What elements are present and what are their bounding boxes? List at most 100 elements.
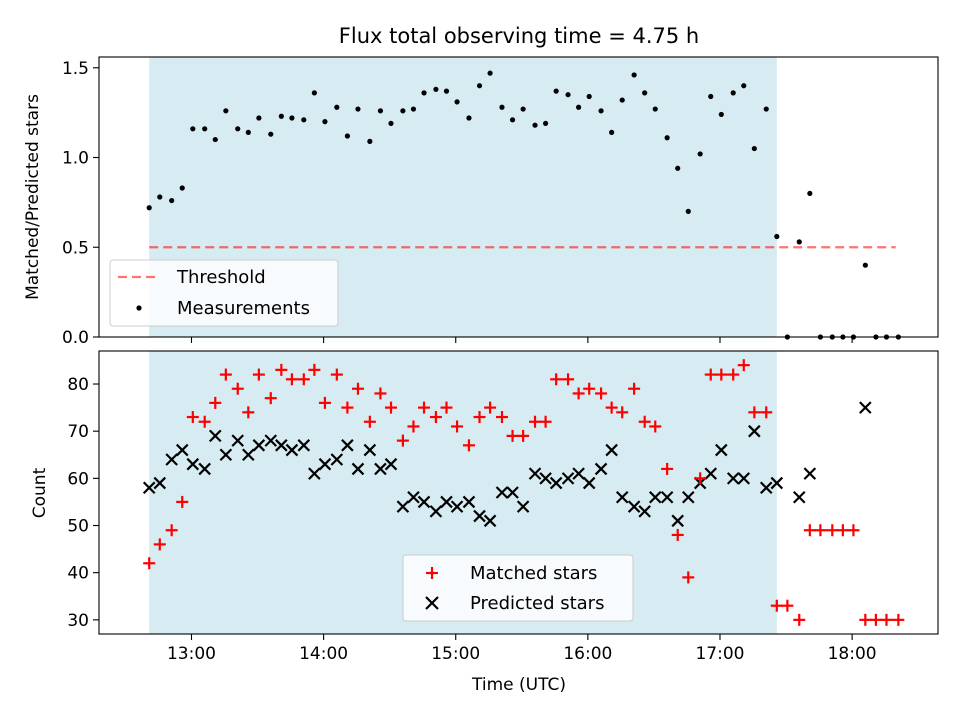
matched-point xyxy=(628,382,641,395)
measurement-point xyxy=(499,104,505,110)
matched-point xyxy=(198,415,211,428)
measurement-point xyxy=(642,90,648,96)
bottom-y-tick-label: 80 xyxy=(67,375,89,395)
measurement-point xyxy=(664,135,670,141)
matched-point xyxy=(694,472,707,485)
figure-title: Flux total observing time = 4.75 h xyxy=(339,24,699,48)
measurement-point xyxy=(565,92,571,98)
x-tick-label: 17:00 xyxy=(695,644,744,664)
measurement-point xyxy=(598,108,604,114)
measurement-point xyxy=(334,104,340,110)
measurement-point xyxy=(388,120,394,127)
matched-point xyxy=(529,415,542,428)
matched-point xyxy=(308,363,321,376)
measurement-point xyxy=(774,233,780,240)
predicted-point xyxy=(615,490,629,504)
predicted-point xyxy=(208,429,222,443)
predicted-point xyxy=(528,467,542,480)
measurement-point xyxy=(146,205,152,211)
matched-point xyxy=(727,368,740,381)
measurement-point xyxy=(796,239,802,245)
matched-point xyxy=(649,420,662,433)
top-y-tick-label: 0.0 xyxy=(62,328,89,348)
matched-point xyxy=(318,396,331,409)
predicted-point xyxy=(671,514,684,528)
matched-point xyxy=(484,401,497,414)
predicted-point xyxy=(252,439,266,452)
measurement-point xyxy=(256,115,262,121)
bottom-y-tick-label: 70 xyxy=(67,422,89,442)
legend-matched-swatch xyxy=(426,567,438,579)
predicted-point xyxy=(396,500,410,513)
measurement-point xyxy=(631,72,637,78)
top-axes-frame xyxy=(98,56,939,338)
predicted-point xyxy=(462,495,476,509)
measurement-point xyxy=(202,126,208,132)
legend-predicted-label: Predicted stars xyxy=(470,593,604,614)
measurement-point xyxy=(576,104,582,110)
measurement-point xyxy=(586,93,592,100)
matched-point xyxy=(704,368,717,381)
matched-point xyxy=(836,524,849,537)
predicted-point xyxy=(242,448,255,462)
predicted-point xyxy=(264,434,278,447)
measurement-point xyxy=(807,190,813,197)
predicted-point xyxy=(351,462,365,476)
predicted-point xyxy=(704,467,718,480)
x-tick-label: 18:00 xyxy=(828,644,877,664)
measurement-point xyxy=(245,129,251,135)
top-y-tick-label: 1.5 xyxy=(62,59,89,79)
matched-point xyxy=(859,613,872,626)
matched-point xyxy=(396,434,409,447)
measurement-point xyxy=(169,197,175,204)
predicted-point xyxy=(219,448,233,462)
measurement-point xyxy=(751,145,757,152)
matched-point xyxy=(506,429,519,442)
matched-point xyxy=(892,613,905,626)
matched-point xyxy=(803,524,816,537)
measurement-point xyxy=(367,138,373,144)
predicted-point xyxy=(715,443,728,457)
legend-threshold-label: Threshold xyxy=(176,267,266,288)
measurement-point xyxy=(212,136,218,143)
matched-point xyxy=(165,524,178,537)
predicted-point xyxy=(297,439,311,452)
predicted-point xyxy=(440,495,453,509)
matched-point xyxy=(880,613,893,626)
predicted-point xyxy=(142,481,156,495)
matched-point xyxy=(363,415,376,428)
top-y-tick-label: 1.0 xyxy=(62,149,89,169)
measurement-point xyxy=(553,88,559,94)
matched-point xyxy=(550,373,563,386)
matched-point xyxy=(176,495,189,508)
matched-point xyxy=(153,538,166,551)
matched-point xyxy=(562,373,575,386)
predicted-point xyxy=(384,457,398,471)
matched-point xyxy=(462,439,475,452)
matched-point xyxy=(682,571,695,584)
measurement-point xyxy=(685,208,691,214)
predicted-point xyxy=(318,457,332,471)
top-y-tick-label: 0.5 xyxy=(62,238,89,258)
x-tick-label: 15:00 xyxy=(431,644,480,664)
matched-point xyxy=(407,420,420,433)
measurement-point xyxy=(301,117,307,123)
predicted-point xyxy=(605,443,618,457)
matched-point xyxy=(737,359,750,372)
predicted-point xyxy=(308,467,321,480)
measurement-point xyxy=(763,106,769,112)
predicted-point xyxy=(175,443,189,457)
legend-predicted-swatch xyxy=(425,596,439,610)
matched-point xyxy=(605,401,618,414)
measurement-point xyxy=(443,88,450,94)
predicted-point xyxy=(859,401,872,414)
predicted-point xyxy=(417,495,431,509)
predicted-point xyxy=(792,490,806,504)
bottom-axes-frame xyxy=(98,350,939,635)
matched-point xyxy=(595,387,608,400)
predicted-point xyxy=(186,457,200,471)
matched-point xyxy=(495,411,508,424)
measurement-point xyxy=(322,119,328,125)
predicted-point xyxy=(341,439,354,452)
measurement-point xyxy=(223,108,229,114)
